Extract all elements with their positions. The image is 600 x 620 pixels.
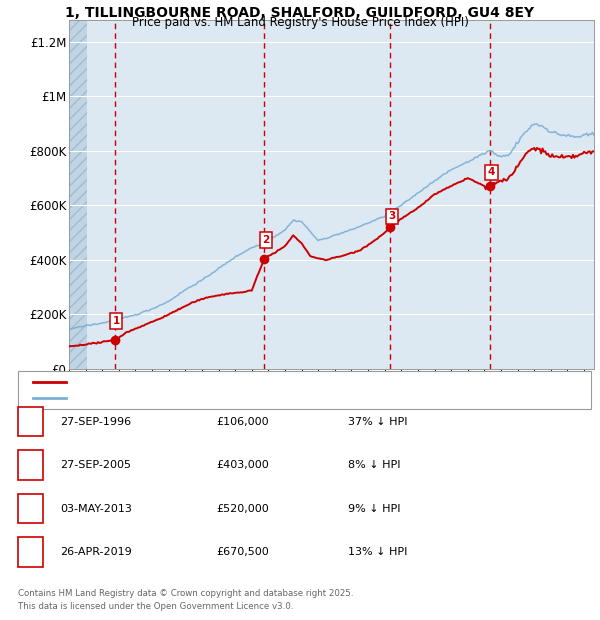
Text: HPI: Average price, detached house, Guildford: HPI: Average price, detached house, Guil… xyxy=(71,394,290,403)
Text: 3: 3 xyxy=(26,502,35,515)
Text: 13% ↓ HPI: 13% ↓ HPI xyxy=(348,547,407,557)
Text: 3: 3 xyxy=(388,211,395,221)
Text: £403,000: £403,000 xyxy=(216,460,269,470)
Text: 4: 4 xyxy=(488,167,495,177)
Text: 8% ↓ HPI: 8% ↓ HPI xyxy=(348,460,401,470)
Text: £106,000: £106,000 xyxy=(216,417,269,427)
Text: 03-MAY-2013: 03-MAY-2013 xyxy=(60,503,132,513)
Text: 27-SEP-1996: 27-SEP-1996 xyxy=(60,417,131,427)
Text: Price paid vs. HM Land Registry's House Price Index (HPI): Price paid vs. HM Land Registry's House … xyxy=(131,16,469,29)
Text: 1, TILLINGBOURNE ROAD, SHALFORD, GUILDFORD, GU4 8EY: 1, TILLINGBOURNE ROAD, SHALFORD, GUILDFO… xyxy=(65,6,535,20)
Text: 1: 1 xyxy=(112,316,119,326)
Text: 1: 1 xyxy=(26,415,35,428)
Text: 2: 2 xyxy=(26,459,35,472)
Text: 26-APR-2019: 26-APR-2019 xyxy=(60,547,132,557)
Text: This data is licensed under the Open Government Licence v3.0.: This data is licensed under the Open Gov… xyxy=(18,602,293,611)
Bar xyxy=(69,20,87,369)
Text: 37% ↓ HPI: 37% ↓ HPI xyxy=(348,417,407,427)
Text: 4: 4 xyxy=(26,546,35,559)
Text: 1, TILLINGBOURNE ROAD, SHALFORD, GUILDFORD, GU4 8EY (detached house): 1, TILLINGBOURNE ROAD, SHALFORD, GUILDFO… xyxy=(71,377,443,386)
Text: 9% ↓ HPI: 9% ↓ HPI xyxy=(348,503,401,513)
Text: Contains HM Land Registry data © Crown copyright and database right 2025.: Contains HM Land Registry data © Crown c… xyxy=(18,590,353,598)
Text: £520,000: £520,000 xyxy=(216,503,269,513)
Text: 27-SEP-2005: 27-SEP-2005 xyxy=(60,460,131,470)
Text: 2: 2 xyxy=(262,235,269,245)
Text: £670,500: £670,500 xyxy=(216,547,269,557)
